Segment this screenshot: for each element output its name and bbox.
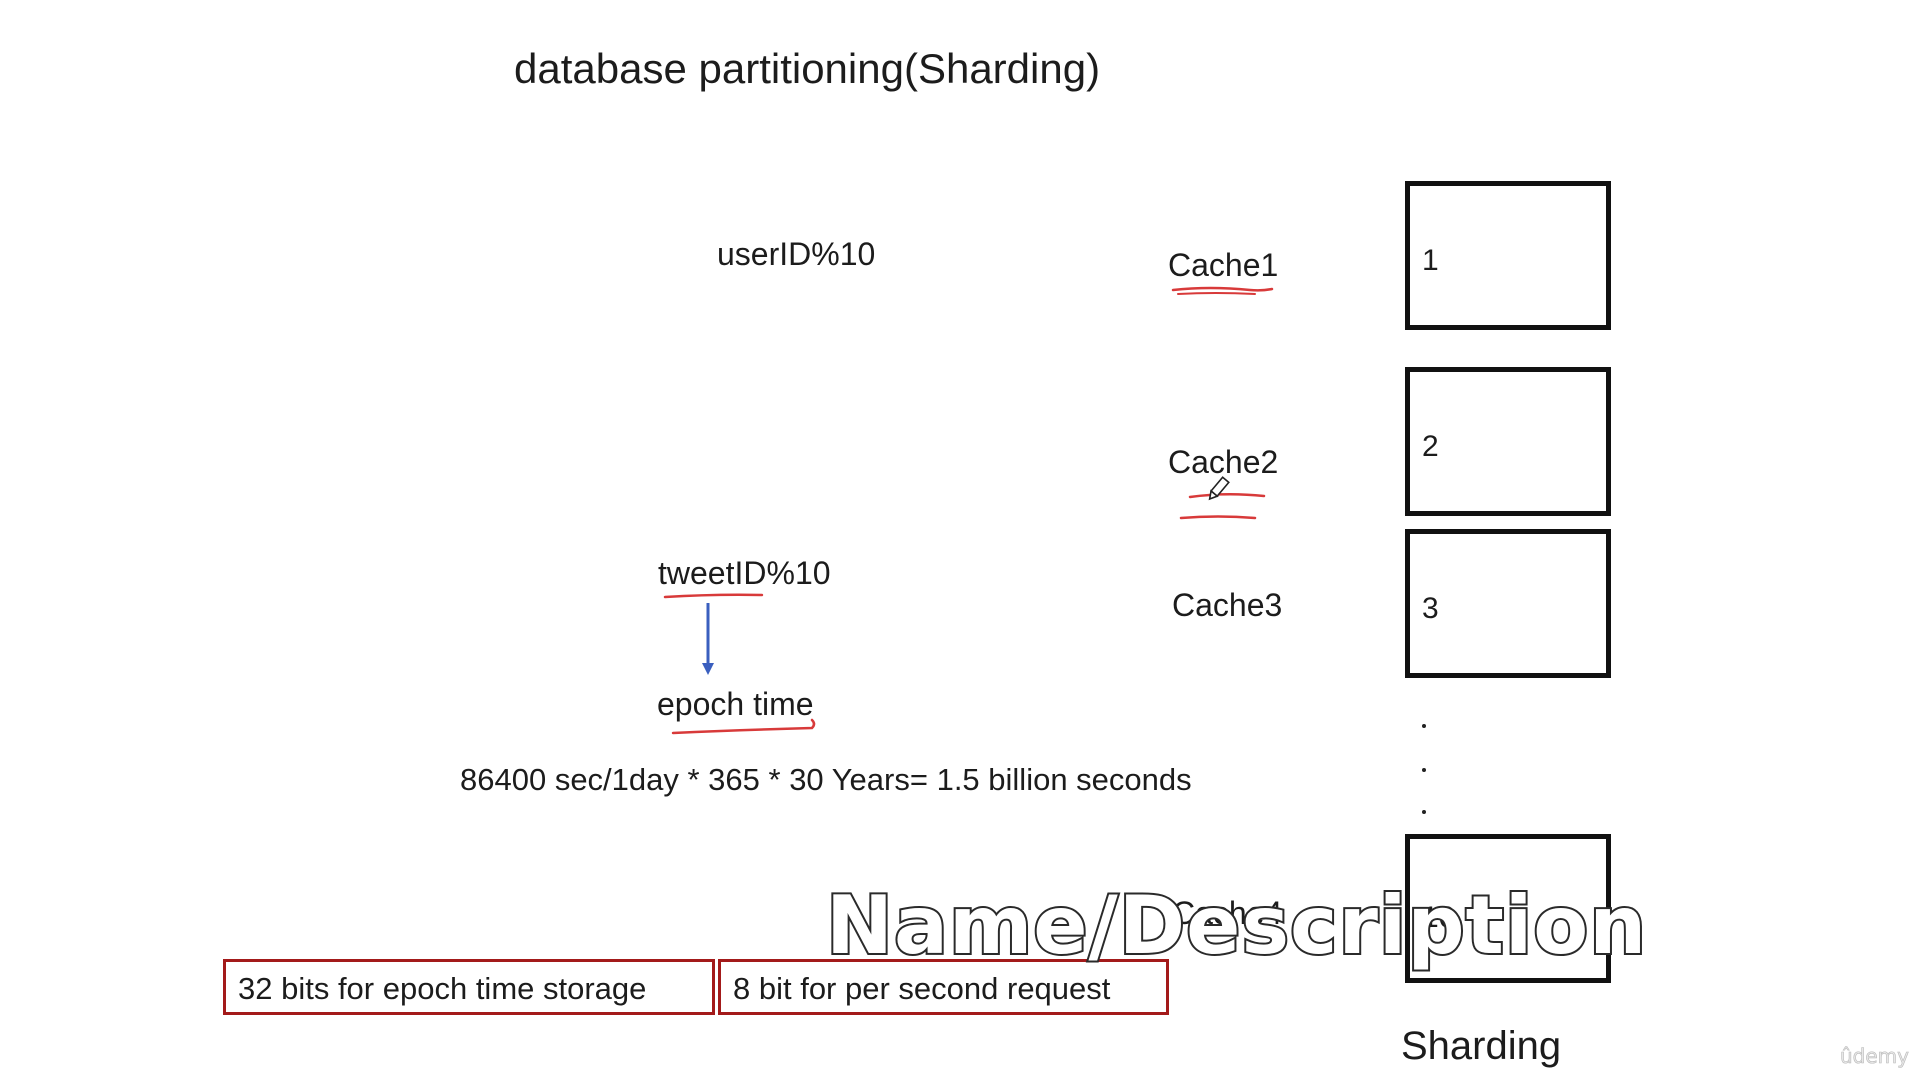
shard-box-1: 1 xyxy=(1405,181,1611,330)
cache2-underline xyxy=(1188,492,1266,499)
shard-number: 1 xyxy=(1422,244,1439,277)
overlay-caption: Name/Description xyxy=(824,879,1648,972)
page-title: database partitioning(Sharding) xyxy=(514,45,1101,92)
arrow-down-icon xyxy=(702,603,714,675)
epoch-bits-box: 32 bits for epoch time storage xyxy=(223,959,715,1015)
cache-label-1: Cache1 xyxy=(1168,247,1279,283)
request-bits-label: 8 bit for per second request xyxy=(733,971,1111,1006)
sharding-caption: Sharding xyxy=(1401,1024,1562,1068)
cache2-underline-2 xyxy=(1179,515,1257,520)
udemy-logo: ûdemy xyxy=(1840,1044,1910,1068)
pen-cursor-icon xyxy=(1208,476,1230,501)
shard-number: 2 xyxy=(1422,430,1439,463)
request-bits-box: 8 bit for per second request xyxy=(718,959,1169,1015)
shard-box-2: 2 xyxy=(1405,367,1611,516)
cache1-underline-2 xyxy=(1177,292,1256,295)
cache1-underline xyxy=(1171,286,1274,292)
cache-label-2: Cache2 xyxy=(1168,444,1279,480)
tweet-underline xyxy=(663,593,764,599)
shard-box-3: 3 xyxy=(1405,529,1611,678)
cache-label-4: Cache4 xyxy=(1172,895,1283,931)
cache-label-3: Cache3 xyxy=(1172,587,1283,623)
tweet-partition-label: tweetID%10 xyxy=(658,555,831,591)
user-partition-label: userID%10 xyxy=(717,236,876,272)
ellipsis-dots xyxy=(1420,712,1432,822)
epoch-bits-label: 32 bits for epoch time storage xyxy=(238,971,647,1006)
shard-number: 10 xyxy=(1422,901,1456,934)
epoch-formula: 86400 sec/1day * 365 * 30 Years= 1.5 bil… xyxy=(460,762,1192,797)
shard-box-10: 10 xyxy=(1405,834,1611,983)
shard-number: 3 xyxy=(1422,592,1439,625)
epoch-time-label: epoch time xyxy=(657,686,814,722)
